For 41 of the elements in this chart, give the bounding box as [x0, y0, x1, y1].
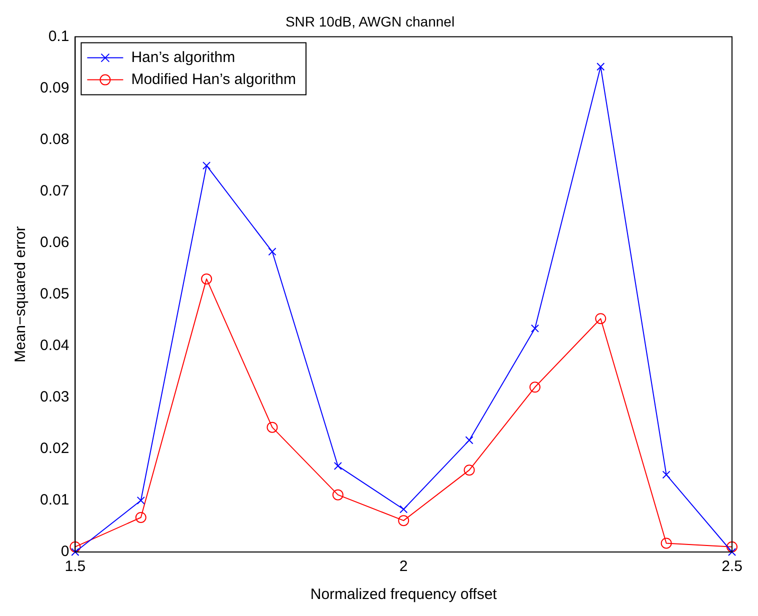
point [136, 496, 145, 505]
point [71, 548, 80, 556]
point [400, 505, 408, 514]
y-axis-title: Mean−squared error [12, 226, 30, 363]
point [464, 464, 475, 476]
point [334, 462, 342, 470]
y-tick-label: 0.09 [40, 79, 70, 96]
point [201, 273, 212, 284]
chart-title: SNR 10dB, AWGN channel [285, 13, 455, 30]
x-tick-label: 2 [399, 558, 408, 576]
point [726, 541, 738, 552]
x-tick-label: 2.5 [722, 558, 742, 576]
point [596, 62, 605, 71]
point [595, 313, 606, 324]
point [202, 162, 211, 170]
x-tick-label: 1.5 [64, 558, 86, 576]
point [70, 541, 81, 552]
y-tick-label: 0 [60, 543, 70, 560]
point [268, 248, 276, 256]
point [530, 324, 539, 332]
y-tick-label: 0.1 [48, 28, 70, 45]
point [398, 515, 410, 526]
y-tick-label: 0.01 [40, 492, 70, 509]
y-tick-label: 0.02 [40, 440, 70, 458]
legend-label: Han’s algorithm [131, 48, 236, 66]
point [332, 489, 344, 500]
point [660, 538, 672, 549]
point [465, 436, 474, 444]
y-tick-label: 0.03 [40, 388, 70, 406]
point [662, 470, 670, 479]
y-tick-label: 0.04 [40, 337, 70, 354]
point [529, 382, 540, 393]
y-tick-label: 0.05 [40, 286, 70, 303]
legend-label: Modified Han’s algorithm [131, 70, 296, 88]
y-tick-label: 0.08 [40, 130, 70, 148]
point [135, 512, 146, 523]
y-tick-label: 0.06 [40, 234, 70, 252]
point [728, 548, 736, 556]
point [266, 422, 278, 433]
x-axis-title: Normalized frequency offset [310, 586, 498, 604]
y-tick-label: 0.07 [40, 182, 70, 200]
